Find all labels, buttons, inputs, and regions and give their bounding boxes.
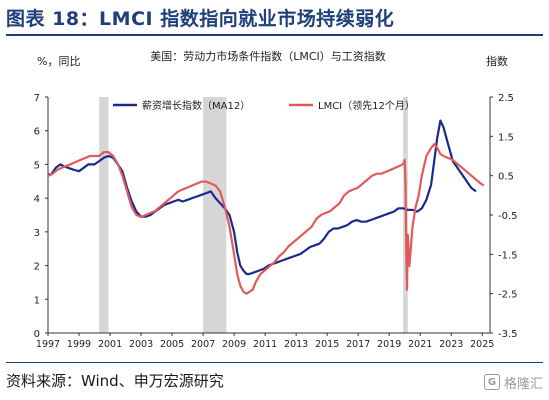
left-tick-label: 2 [34,262,40,273]
right-tick-label: -2.5 [498,290,518,301]
x-tick-label: 2011 [253,339,277,350]
x-tick-label: 2021 [408,339,432,350]
right-tick-label: 2.5 [498,93,514,104]
watermark-text: 格隆汇 [503,376,543,392]
left-tick-label: 5 [34,160,40,171]
watermark-logo-icon: G [483,374,500,390]
source-note: 资料来源：Wind、申万宏源研究 [6,372,224,390]
axes: 0 1 2 3 4 5 6 7 -3.5 -2.5 -1.5 -0.5 0.5 1.5 2.5 1997 199… [34,93,518,350]
right-tick-label: 1.5 [498,132,514,143]
series-line-wage-growth [48,119,477,276]
right-tick-label: -0.5 [498,211,518,222]
left-tick-label: 7 [34,93,40,104]
x-tick-label: 2023 [439,339,463,350]
x-tick-label: 2017 [346,339,370,350]
x-tick-label: 2005 [160,339,184,350]
x-tick-label: 2009 [222,339,246,350]
x-tick-label: 2019 [377,339,401,350]
x-tick-label: 2007 [191,339,215,350]
left-tick-label: 6 [34,127,40,138]
chart-subtitle: 美国：劳动力市场条件指数（LMCI）与工资指数 [150,49,386,63]
right-tick-label: -1.5 [498,250,518,261]
left-axis-label: %，同比 [37,55,80,68]
left-tick-label: 4 [34,194,40,205]
chart-title-banner: 图表 18：LMCI 指数指向就业市场持续弱化 [6,8,395,30]
right-tick-label: 0.5 [498,172,514,183]
footer-divider [6,362,543,363]
x-tick-label: 2013 [284,339,308,350]
x-tick-label: 2003 [129,339,153,350]
legend: 薪资增长指数（MA12） LMCI（领先12个月） [113,99,415,112]
x-tick-label: 2015 [315,339,339,350]
left-tick-label: 3 [34,228,40,239]
right-axis-label: 指数 [486,54,508,68]
chart: 0 1 2 3 4 5 6 7 -3.5 -2.5 -1.5 -0.5 0.5 1.5 2.5 1997 199… [34,49,518,350]
left-tick-label: 1 [34,295,40,306]
x-tick-label: 2001 [98,339,122,350]
watermark: G 格隆汇 [483,372,543,392]
x-tick-label: 2025 [470,339,494,350]
series-lines [47,119,485,295]
legend-item-wage-growth: 薪资增长指数（MA12） [142,99,250,112]
recession-band [203,97,227,333]
right-tick-label: -3.5 [498,329,518,340]
x-tick-label: 1999 [67,339,91,350]
title-divider [6,34,543,36]
x-tick-label: 1997 [36,339,60,350]
recession-band [99,97,109,333]
series-line-lmci [47,143,485,295]
legend-item-lmci: LMCI（领先12个月） [318,99,415,112]
left-tick-label: 0 [34,329,40,340]
